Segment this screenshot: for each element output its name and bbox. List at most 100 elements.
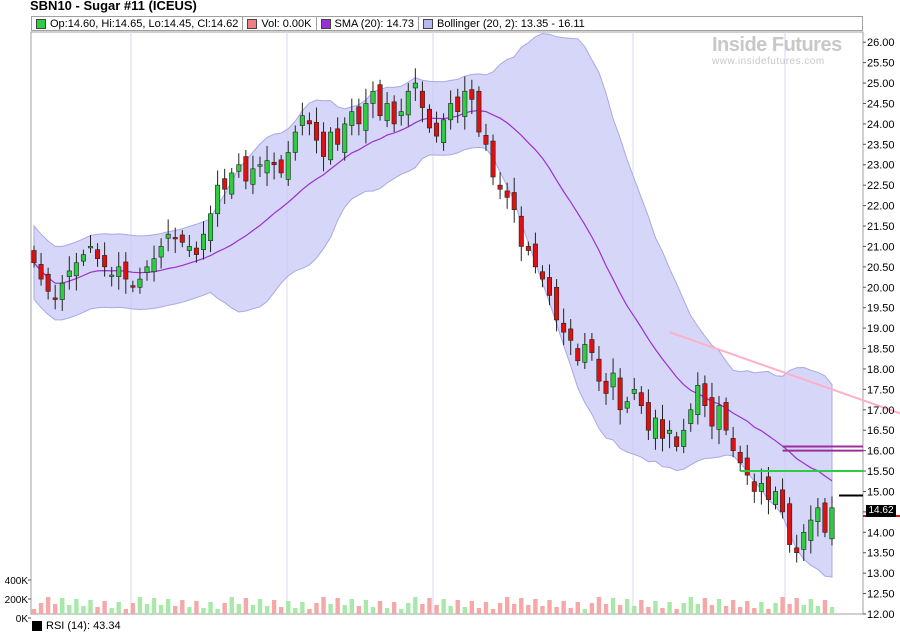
chart-title: SBN10 - Sugar #11 (ICEUS): [30, 0, 197, 13]
volume-bar: [406, 603, 411, 614]
candle-body: [59, 282, 65, 300]
volume-bar: [201, 608, 206, 614]
candle-body: [497, 184, 503, 190]
candle-body: [660, 419, 666, 439]
candle-body: [384, 103, 390, 121]
candle-body: [412, 82, 418, 89]
volume-bar: [356, 606, 362, 614]
candle-body: [165, 233, 171, 239]
volume-bar: [194, 601, 199, 614]
candle-body: [299, 115, 305, 126]
volume-bar: [653, 601, 658, 614]
candle-body: [377, 84, 383, 117]
y-tick-label: 18.50: [867, 344, 895, 356]
candle-body: [815, 507, 821, 522]
candle-body: [469, 89, 475, 100]
volume-bar: [88, 600, 93, 614]
legend-vol: Vol: 0.00K: [243, 17, 317, 30]
candle-body: [631, 389, 637, 394]
candle-body: [243, 156, 249, 182]
candle-body: [674, 436, 680, 447]
volume-bar: [300, 602, 305, 614]
candle-body: [306, 120, 312, 125]
legend-vol-text: Vol: 0.00K: [261, 17, 312, 30]
candle-body: [80, 254, 86, 262]
volume-bar: [681, 603, 686, 614]
candle-body: [490, 140, 496, 178]
volume-bar: [540, 606, 545, 614]
candle-body: [723, 402, 729, 431]
candle-body: [116, 266, 122, 277]
volume-tick-label: 400K: [5, 576, 29, 587]
candle-body: [518, 215, 524, 247]
volume-bar: [822, 600, 828, 614]
volume-bar: [130, 603, 136, 614]
volume-bar: [695, 604, 701, 614]
volume-bar: [222, 603, 227, 614]
candle-body: [356, 106, 362, 125]
volume-bar: [95, 607, 100, 614]
volume-bar: [448, 606, 453, 614]
candle-body: [539, 271, 545, 280]
volume-bar: [568, 608, 573, 614]
candle-body: [596, 358, 602, 382]
y-tick-label: 22.50: [867, 180, 895, 192]
candle-body: [434, 122, 440, 137]
volume-bar: [759, 602, 764, 614]
candle-body: [744, 457, 750, 476]
volume-bar: [575, 602, 580, 614]
volume-bar: [808, 599, 814, 614]
volume-bar: [709, 605, 715, 614]
candle-body: [448, 103, 454, 121]
candle-body: [794, 547, 800, 554]
candle-body: [568, 328, 574, 341]
candle-body: [370, 90, 376, 104]
candle-body: [236, 164, 242, 172]
candle-body: [109, 274, 115, 277]
candle-body: [95, 249, 101, 259]
volume-bar: [187, 607, 192, 614]
volume-bar: [328, 604, 333, 614]
candle-body: [688, 409, 694, 424]
volume-bar: [427, 598, 432, 614]
y-tick-label: 12.50: [867, 589, 895, 601]
volume-bar: [533, 599, 538, 614]
volume-tick-label: 0K: [16, 614, 29, 625]
volume-bar: [264, 606, 270, 614]
candle-body: [52, 297, 58, 300]
legend-sma-swatch: [320, 18, 331, 29]
candle-body: [208, 213, 214, 242]
volume-bar: [413, 597, 418, 614]
candle-body: [123, 261, 129, 280]
volume-bar: [773, 603, 778, 614]
candle-body: [144, 266, 150, 273]
y-tick-label: 14.00: [867, 527, 895, 539]
volume-bar: [144, 604, 150, 614]
candle-body: [426, 108, 432, 129]
candle-body: [483, 135, 489, 145]
candle-body: [617, 377, 623, 411]
candle-body: [787, 503, 793, 545]
y-tick-label: 15.50: [867, 466, 895, 478]
volume-bar: [52, 604, 58, 614]
candle-body: [476, 90, 482, 133]
volume-bar: [399, 609, 404, 614]
volume-bar: [363, 600, 369, 614]
volume-bar: [462, 607, 467, 614]
trendline: [669, 331, 900, 415]
volume-bar: [554, 607, 559, 614]
candle-body: [179, 234, 185, 243]
candle-body: [363, 103, 369, 131]
y-tick-label: 24.00: [867, 119, 895, 131]
volume-bar: [31, 609, 37, 614]
candle-body: [808, 519, 814, 541]
y-tick-label: 16.00: [867, 446, 895, 458]
candle-body: [215, 184, 221, 215]
candle-body: [462, 90, 468, 117]
y-tick-label: 12.00: [867, 609, 895, 621]
legend-vol-swatch: [247, 18, 258, 29]
volume-bar: [81, 606, 86, 614]
volume-bar: [497, 603, 503, 614]
volume-bar: [667, 602, 672, 614]
